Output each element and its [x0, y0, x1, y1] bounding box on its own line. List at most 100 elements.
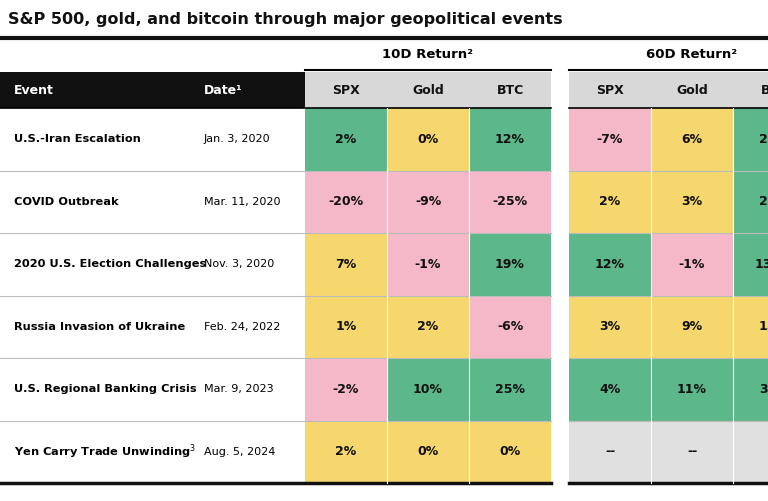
Text: Date¹: Date¹ [204, 84, 243, 97]
Text: Yen Carry Trade Unwinding$^{3}$: Yen Carry Trade Unwinding$^{3}$ [14, 442, 197, 461]
Bar [569, 72, 651, 108]
Text: 6%: 6% [681, 133, 703, 146]
Text: 25%: 25% [495, 383, 525, 396]
Text: U.S.-Iran Escalation: U.S.-Iran Escalation [14, 134, 141, 144]
Bar [651, 72, 733, 108]
Text: 10%: 10% [413, 383, 443, 396]
Bar [305, 358, 387, 420]
Bar [651, 170, 733, 233]
Bar [0, 170, 305, 233]
Text: 3%: 3% [681, 195, 703, 208]
Text: 2%: 2% [336, 133, 356, 146]
Text: 19%: 19% [495, 258, 525, 271]
Text: --: -- [687, 445, 697, 458]
Text: Aug. 5, 2024: Aug. 5, 2024 [204, 447, 276, 457]
Bar [0, 233, 305, 296]
Bar [651, 358, 733, 420]
Text: -9%: -9% [415, 195, 441, 208]
Text: --: -- [605, 445, 615, 458]
Bar [469, 233, 551, 296]
Text: SPX: SPX [332, 84, 360, 97]
Bar [305, 72, 387, 108]
Bar [551, 358, 569, 420]
Text: -25%: -25% [492, 195, 528, 208]
Text: 20%: 20% [759, 133, 768, 146]
Bar [551, 108, 569, 170]
Bar [733, 170, 768, 233]
Bar [469, 420, 551, 483]
Bar [733, 358, 768, 420]
Text: 0%: 0% [417, 445, 439, 458]
Bar [733, 72, 768, 108]
Text: 12%: 12% [595, 258, 625, 271]
Bar [387, 108, 469, 170]
Text: 9%: 9% [681, 320, 703, 333]
Bar [733, 420, 768, 483]
Bar [387, 296, 469, 358]
Bar [551, 233, 569, 296]
Bar [387, 170, 469, 233]
Bar [733, 108, 768, 170]
Text: 60D Return²: 60D Return² [647, 49, 737, 62]
Bar [551, 420, 569, 483]
Text: 10D Return²: 10D Return² [382, 49, 474, 62]
Text: BTC: BTC [496, 84, 524, 97]
Bar [0, 72, 305, 108]
Text: 131%: 131% [755, 258, 768, 271]
Text: -1%: -1% [415, 258, 441, 271]
Bar [551, 296, 569, 358]
Text: COVID Outbreak: COVID Outbreak [14, 197, 118, 207]
Bar [569, 233, 651, 296]
Bar [651, 420, 733, 483]
Bar [651, 108, 733, 170]
Text: 32%: 32% [759, 383, 768, 396]
Text: SPX: SPX [596, 84, 624, 97]
Bar [0, 296, 305, 358]
Text: -1%: -1% [679, 258, 705, 271]
Bar [569, 296, 651, 358]
Bar [469, 170, 551, 233]
Text: 2%: 2% [417, 320, 439, 333]
Bar [651, 296, 733, 358]
Text: 2%: 2% [599, 195, 621, 208]
Text: 21%: 21% [759, 195, 768, 208]
Text: 0%: 0% [499, 445, 521, 458]
Text: 2%: 2% [336, 445, 356, 458]
Bar [469, 108, 551, 170]
Text: 7%: 7% [336, 258, 356, 271]
Text: 1%: 1% [336, 320, 356, 333]
Text: 12%: 12% [495, 133, 525, 146]
Bar [469, 72, 551, 108]
Text: Gold: Gold [676, 84, 708, 97]
Bar [0, 420, 305, 483]
Text: BTC: BTC [760, 84, 768, 97]
Text: Gold: Gold [412, 84, 444, 97]
Text: 2020 U.S. Election Challenges: 2020 U.S. Election Challenges [14, 259, 207, 269]
Text: 15%: 15% [759, 320, 768, 333]
Text: -7%: -7% [597, 133, 623, 146]
Text: 0%: 0% [417, 133, 439, 146]
Text: U.S. Regional Banking Crisis: U.S. Regional Banking Crisis [14, 384, 197, 394]
Bar [569, 170, 651, 233]
Bar [733, 233, 768, 296]
Text: Jan. 3, 2020: Jan. 3, 2020 [204, 134, 270, 144]
Bar [569, 108, 651, 170]
Text: 11%: 11% [677, 383, 707, 396]
Text: -2%: -2% [333, 383, 359, 396]
Bar [551, 170, 569, 233]
Bar [733, 296, 768, 358]
Bar [305, 420, 387, 483]
Text: 4%: 4% [599, 383, 621, 396]
Text: S&P 500, gold, and bitcoin through major geopolitical events: S&P 500, gold, and bitcoin through major… [8, 12, 563, 27]
Bar [469, 358, 551, 420]
Bar [569, 420, 651, 483]
Text: Event: Event [14, 84, 54, 97]
Text: 3%: 3% [600, 320, 621, 333]
Bar [305, 233, 387, 296]
Bar [469, 296, 551, 358]
Bar [569, 358, 651, 420]
Text: Feb. 24, 2022: Feb. 24, 2022 [204, 322, 280, 332]
Bar [0, 358, 305, 420]
Text: Mar. 11, 2020: Mar. 11, 2020 [204, 197, 280, 207]
Bar [0, 108, 305, 170]
